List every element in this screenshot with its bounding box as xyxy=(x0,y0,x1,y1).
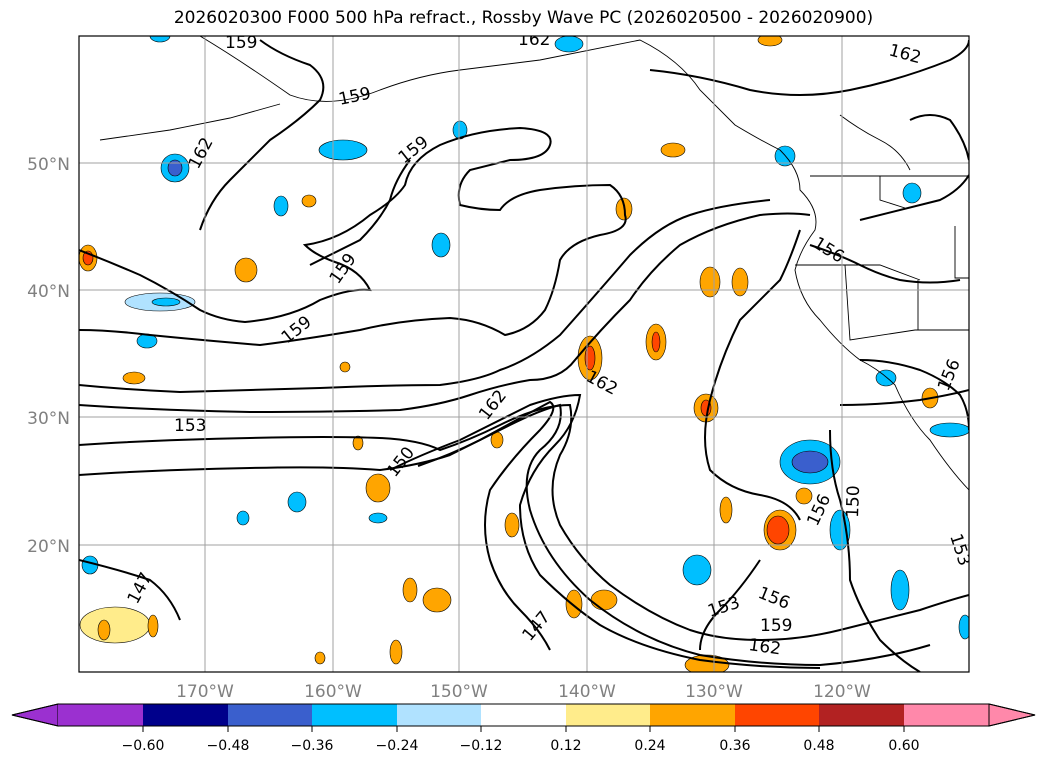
lon-label-150w: 150°W xyxy=(430,682,488,702)
colorbar-high-extend xyxy=(988,703,1036,727)
contour-label: 150 xyxy=(843,485,864,518)
contour-label: 162 xyxy=(747,635,782,659)
colorbar-segment xyxy=(819,704,904,726)
coastlines xyxy=(99,36,969,491)
colorbar-low-extend xyxy=(11,703,59,727)
colorbar-outline xyxy=(11,703,1036,727)
lat-label-40n: 40°N xyxy=(27,282,70,302)
colorbar-tick-label: 0.36 xyxy=(719,738,750,754)
lon-label-120w: 120°W xyxy=(813,682,871,702)
colorbar-tick-label: 0.12 xyxy=(550,738,581,754)
lon-label-140w: 140°W xyxy=(558,682,616,702)
colorbar-tick-label: −0.12 xyxy=(460,738,503,754)
colorbar-tick-label: −0.48 xyxy=(207,738,250,754)
colorbar xyxy=(11,703,1036,732)
contour-label: 159 xyxy=(760,616,792,636)
colorbar-segment xyxy=(312,704,397,726)
lon-label-160w: 160°W xyxy=(304,682,362,702)
colorbar-tick-labels: −0.60 −0.48 −0.36 −0.24 −0.12 0.12 0.24 … xyxy=(122,738,920,754)
colorbar-tick-label: 0.48 xyxy=(803,738,834,754)
latitude-labels: 50°N 40°N 30°N 20°N xyxy=(27,155,70,557)
lat-label-50n: 50°N xyxy=(27,155,70,175)
contour-label: 153 xyxy=(174,416,206,436)
lat-label-20n: 20°N xyxy=(27,537,70,557)
colorbar-segment xyxy=(397,704,481,726)
lat-label-30n: 30°N xyxy=(27,409,70,429)
lon-label-170w: 170°W xyxy=(176,682,234,702)
colorbar-tick-label: −0.60 xyxy=(122,738,165,754)
colorbar-segment xyxy=(650,704,735,726)
colorbar-segment xyxy=(566,704,650,726)
colorbar-tick-label: −0.24 xyxy=(376,738,419,754)
colorbar-segment xyxy=(58,704,143,726)
longitude-labels: 170°W 160°W 150°W 140°W 130°W 120°W xyxy=(176,682,871,702)
map-panel: 159 162 162 159 162 159 159 159 153 162 … xyxy=(79,30,969,672)
colorbar-ticks xyxy=(142,726,905,732)
colorbar-segment xyxy=(228,704,312,726)
colorbar-tick-label: 0.60 xyxy=(888,738,919,754)
gridlines xyxy=(79,36,969,672)
colorbar-tick-label: 0.24 xyxy=(634,738,665,754)
contour-label: 162 xyxy=(518,30,550,50)
colorbar-segment xyxy=(904,704,989,726)
map-title: 2026020300 F000 500 hPa refract., Rossby… xyxy=(173,8,874,28)
contour-label: 159 xyxy=(225,33,257,53)
colorbar-tick-label: −0.36 xyxy=(291,738,334,754)
map-frame xyxy=(78,35,970,673)
colorbar-segment xyxy=(143,704,228,726)
colorbar-segment xyxy=(481,704,566,726)
colorbar-segment xyxy=(735,704,819,726)
lon-label-130w: 130°W xyxy=(685,682,743,702)
